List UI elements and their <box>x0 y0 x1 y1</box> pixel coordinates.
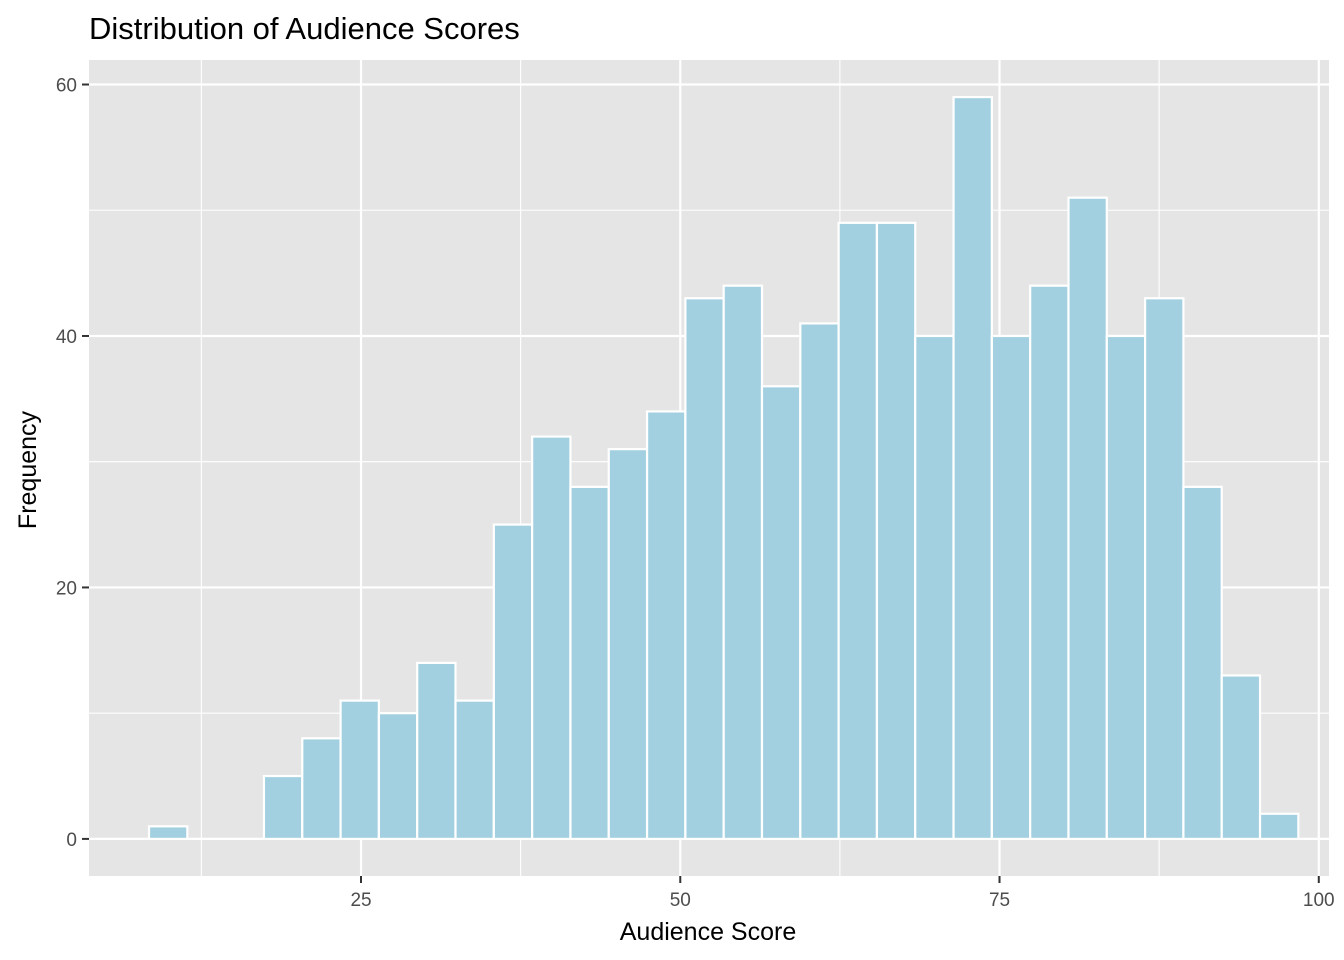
histogram-bar <box>837 221 879 841</box>
histogram-bar <box>990 334 1032 841</box>
histogram-bar <box>952 95 993 841</box>
x-axis: 25 50 75 100 <box>350 876 1335 911</box>
histogram-bar <box>684 297 725 841</box>
y-tick-label: 40 <box>56 327 77 348</box>
y-tick-label: 0 <box>66 830 77 851</box>
histogram-bar <box>377 712 419 841</box>
histogram-bar <box>607 448 649 841</box>
x-tick-label: 75 <box>989 890 1010 911</box>
histogram-bar <box>1258 812 1300 841</box>
histogram-bar <box>492 523 534 841</box>
histogram-bar <box>147 825 189 841</box>
histogram-bar <box>1144 297 1185 841</box>
histogram-bar <box>722 284 764 841</box>
histogram-bar <box>914 334 955 841</box>
histogram-bar <box>1220 674 1262 841</box>
x-tick-label: 100 <box>1303 890 1335 911</box>
y-tick-label: 60 <box>56 76 77 97</box>
x-axis-title: Audience Score <box>620 918 797 946</box>
y-axis: 0 20 40 60 <box>56 76 89 851</box>
chart-title: Distribution of Audience Scores <box>89 11 520 46</box>
histogram-bar <box>569 485 610 841</box>
histogram-bar <box>1029 284 1070 841</box>
histogram-bar <box>875 221 917 841</box>
histogram-bar <box>301 737 342 841</box>
histogram-bar <box>339 699 380 841</box>
histogram-bar <box>531 435 572 841</box>
histogram-bar <box>645 410 687 841</box>
histogram-bar <box>1105 334 1147 841</box>
histogram-bar <box>1182 485 1223 841</box>
y-tick-label: 20 <box>56 578 77 599</box>
histogram-bar <box>1067 196 1108 841</box>
histogram-bars <box>147 95 1300 841</box>
histogram-bar <box>760 385 802 841</box>
histogram-bar <box>416 661 457 841</box>
histogram-bar <box>454 699 495 841</box>
histogram-bar <box>262 774 304 841</box>
y-axis-title: Frequency <box>14 410 42 529</box>
histogram-bar <box>799 322 840 841</box>
x-tick-label: 25 <box>350 890 371 911</box>
x-tick-label: 50 <box>670 890 691 911</box>
